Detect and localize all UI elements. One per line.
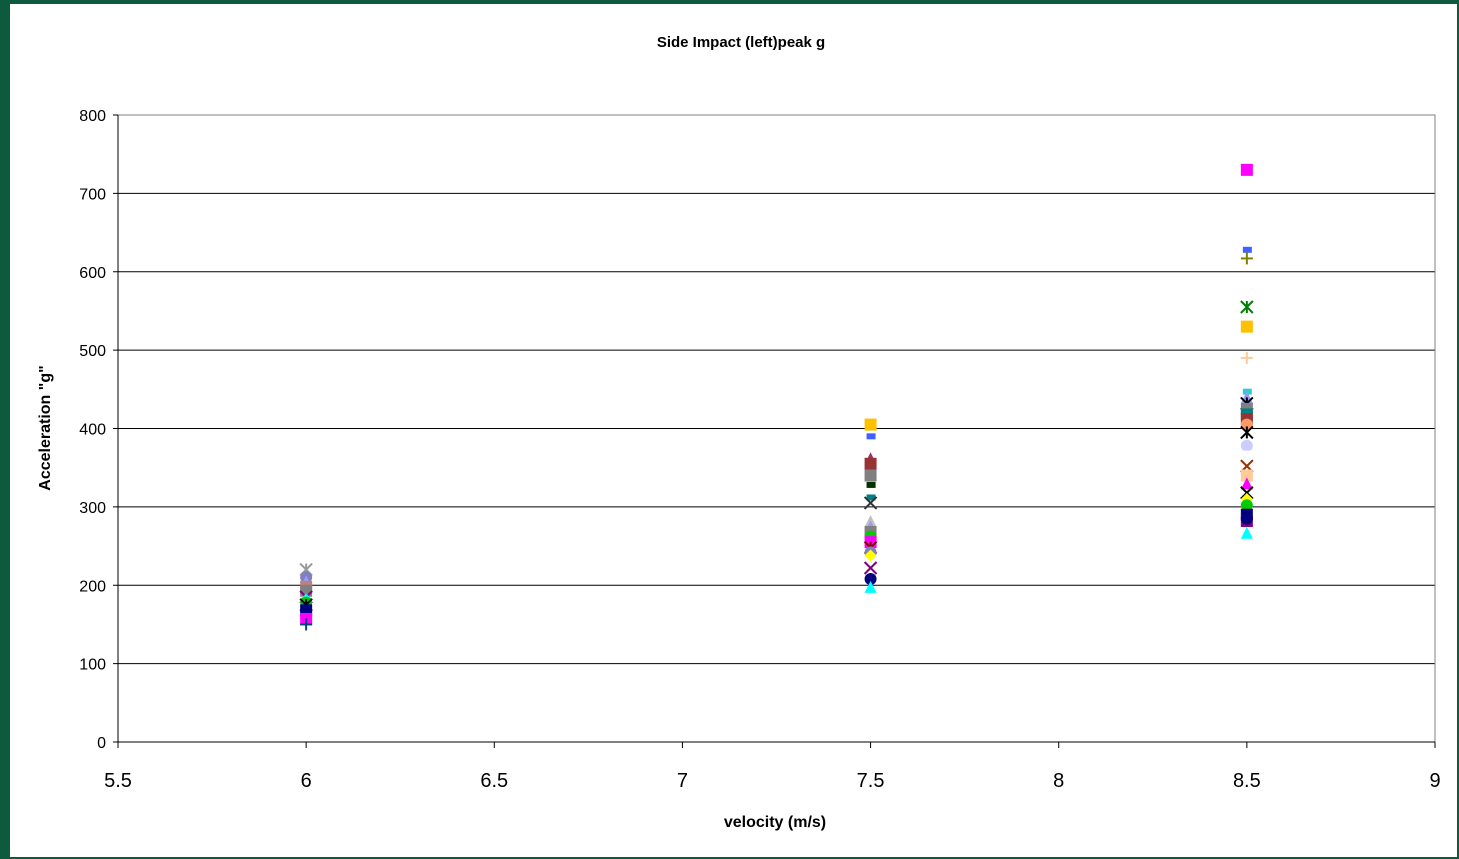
data-point xyxy=(1240,300,1254,314)
data-point xyxy=(864,457,877,470)
data-point xyxy=(1240,163,1253,176)
x-tick-label: 7.5 xyxy=(857,770,885,792)
data-point xyxy=(1240,477,1253,490)
y-tick-label: 300 xyxy=(79,500,106,517)
y-tick-label: 200 xyxy=(79,578,106,595)
data-point xyxy=(1240,425,1254,440)
data-point xyxy=(1242,246,1252,253)
data-point xyxy=(1240,439,1253,452)
y-tick-label: 500 xyxy=(79,343,106,360)
data-point xyxy=(1240,526,1253,539)
data-point xyxy=(866,433,876,440)
data-point xyxy=(1242,450,1252,457)
y-tick-label: 0 xyxy=(97,735,106,752)
y-tick-label: 600 xyxy=(79,265,106,282)
x-tick-label: 8.5 xyxy=(1233,770,1261,792)
x-tick-label: 6 xyxy=(301,770,312,792)
data-point xyxy=(1240,351,1253,364)
gridlines xyxy=(118,192,1435,665)
x-tick-label: 8 xyxy=(1053,770,1064,792)
x-axis: 5.5 6 6.5 7 7.5 8 8.5 9 xyxy=(104,741,1441,792)
y-axis-label: Acceleration "g" xyxy=(37,365,54,490)
data-point xyxy=(866,494,876,501)
data-point xyxy=(864,572,877,585)
data-point xyxy=(864,418,877,431)
data-point xyxy=(1240,418,1253,431)
y-tick-label: 100 xyxy=(79,657,106,674)
data-point xyxy=(864,580,877,593)
data-point xyxy=(1240,512,1253,525)
data-point xyxy=(863,561,878,575)
data-point xyxy=(1240,499,1253,512)
data-point xyxy=(864,469,877,482)
x-tick-label: 5.5 xyxy=(104,770,132,792)
chart-title: Side Impact (left)peak g xyxy=(657,34,825,51)
x-tick-label: 7 xyxy=(677,770,688,792)
data-point xyxy=(864,549,877,562)
data-point xyxy=(1240,486,1254,500)
x-tick-label: 9 xyxy=(1429,770,1440,792)
y-tick-label: 700 xyxy=(79,186,106,203)
data-point xyxy=(300,618,313,631)
data-point xyxy=(866,481,876,488)
y-axis: 0 100 200 300 400 500 600 700 800 xyxy=(79,108,119,752)
data-point xyxy=(863,496,878,510)
y-tick-label: 800 xyxy=(79,108,106,125)
x-axis-label: velocity (m/s) xyxy=(724,814,826,831)
data-point xyxy=(1242,388,1252,395)
data-point xyxy=(1240,320,1253,333)
data-point xyxy=(1240,469,1253,482)
data-point xyxy=(1240,252,1253,265)
y-tick-label: 400 xyxy=(79,422,106,439)
x-tick-label: 6.5 xyxy=(480,770,508,792)
data-points xyxy=(299,163,1254,631)
